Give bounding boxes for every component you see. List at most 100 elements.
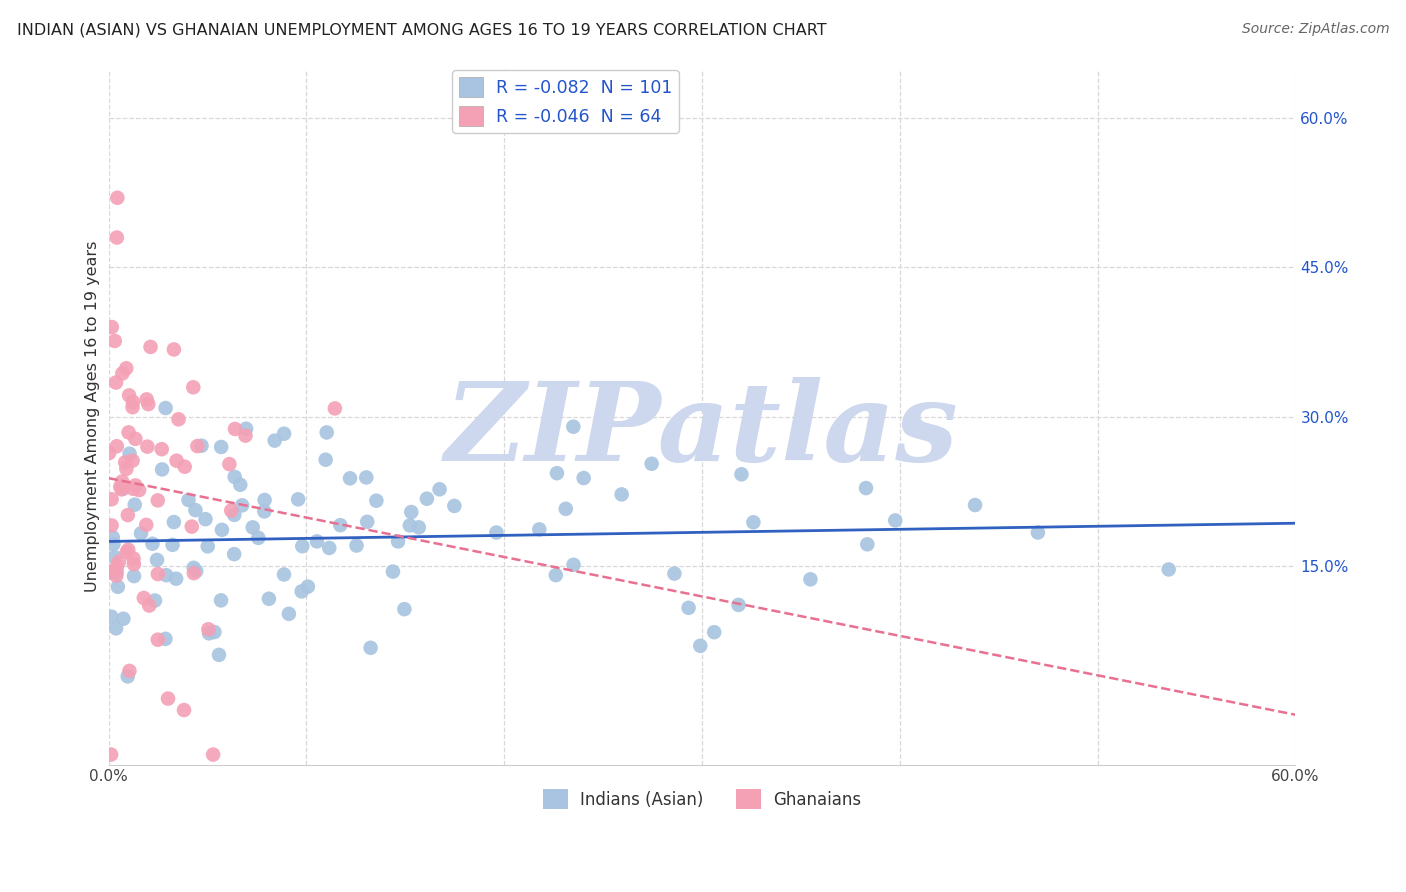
Y-axis label: Unemployment Among Ages 16 to 19 years: Unemployment Among Ages 16 to 19 years [86,241,100,592]
Point [128,483,150,497]
Point [111,475,134,489]
Point [204,625,226,640]
Point [122,569,145,583]
Point [315,425,337,440]
Point [257,591,280,606]
Point [219,503,242,517]
Point [132,591,155,605]
Text: ZIPatlas: ZIPatlas [446,376,959,484]
Point [121,453,143,467]
Point [209,440,232,454]
Point [546,466,568,480]
Point [323,401,346,416]
Point [194,512,217,526]
Point [98,446,121,460]
Point [727,598,749,612]
Point [112,482,135,496]
Point [186,439,208,453]
Point [103,537,125,551]
Point [105,566,128,580]
Point [224,547,246,561]
Point [1026,525,1049,540]
Point [291,539,314,553]
Point [122,551,145,566]
Point [110,480,132,494]
Point [664,566,686,581]
Point [150,442,173,457]
Point [101,320,124,334]
Point [173,459,195,474]
Point [224,422,246,436]
Point [398,518,420,533]
Point [180,519,202,533]
Point [640,457,662,471]
Point [356,470,378,484]
Point [183,561,205,575]
Point [111,367,134,381]
Point [678,600,700,615]
Point [118,447,141,461]
Point [224,470,246,484]
Point [146,632,169,647]
Point [703,625,725,640]
Point [231,499,253,513]
Point [610,487,633,501]
Point [104,376,127,390]
Point [104,334,127,348]
Point [105,621,128,635]
Point [416,491,439,506]
Point [273,426,295,441]
Point [110,483,132,497]
Point [124,478,146,492]
Point [253,504,276,518]
Point [100,518,122,533]
Point [562,419,585,434]
Point [209,593,232,607]
Point [730,467,752,482]
Point [554,501,576,516]
Point [129,526,152,541]
Point [135,392,157,407]
Point [117,669,139,683]
Point [387,534,409,549]
Point [1157,562,1180,576]
Point [197,539,219,553]
Point [356,515,378,529]
Point [162,538,184,552]
Point [108,555,131,569]
Point [104,550,127,565]
Point [100,492,122,507]
Point [562,558,585,572]
Text: Source: ZipAtlas.com: Source: ZipAtlas.com [1241,22,1389,37]
Point [136,440,159,454]
Point [121,400,143,414]
Point [247,531,270,545]
Point [181,380,204,394]
Point [544,568,567,582]
Point [105,439,128,453]
Point [177,493,200,508]
Point [100,747,122,762]
Point [115,462,138,476]
Point [122,558,145,572]
Point [118,664,141,678]
Point [965,498,987,512]
Point [122,482,145,496]
Point [197,622,219,636]
Point [408,520,430,534]
Point [190,439,212,453]
Point [253,493,276,508]
Point [318,541,340,555]
Point [366,493,388,508]
Point [105,568,128,582]
Point [141,537,163,551]
Point [105,560,128,574]
Point [155,632,177,646]
Point [163,515,186,529]
Point [150,462,173,476]
Point [263,434,285,448]
Point [401,505,423,519]
Point [146,493,169,508]
Point [184,503,207,517]
Text: INDIAN (ASIAN) VS GHANAIAN UNEMPLOYMENT AMONG AGES 16 TO 19 YEARS CORRELATION CH: INDIAN (ASIAN) VS GHANAIAN UNEMPLOYMENT … [17,22,827,37]
